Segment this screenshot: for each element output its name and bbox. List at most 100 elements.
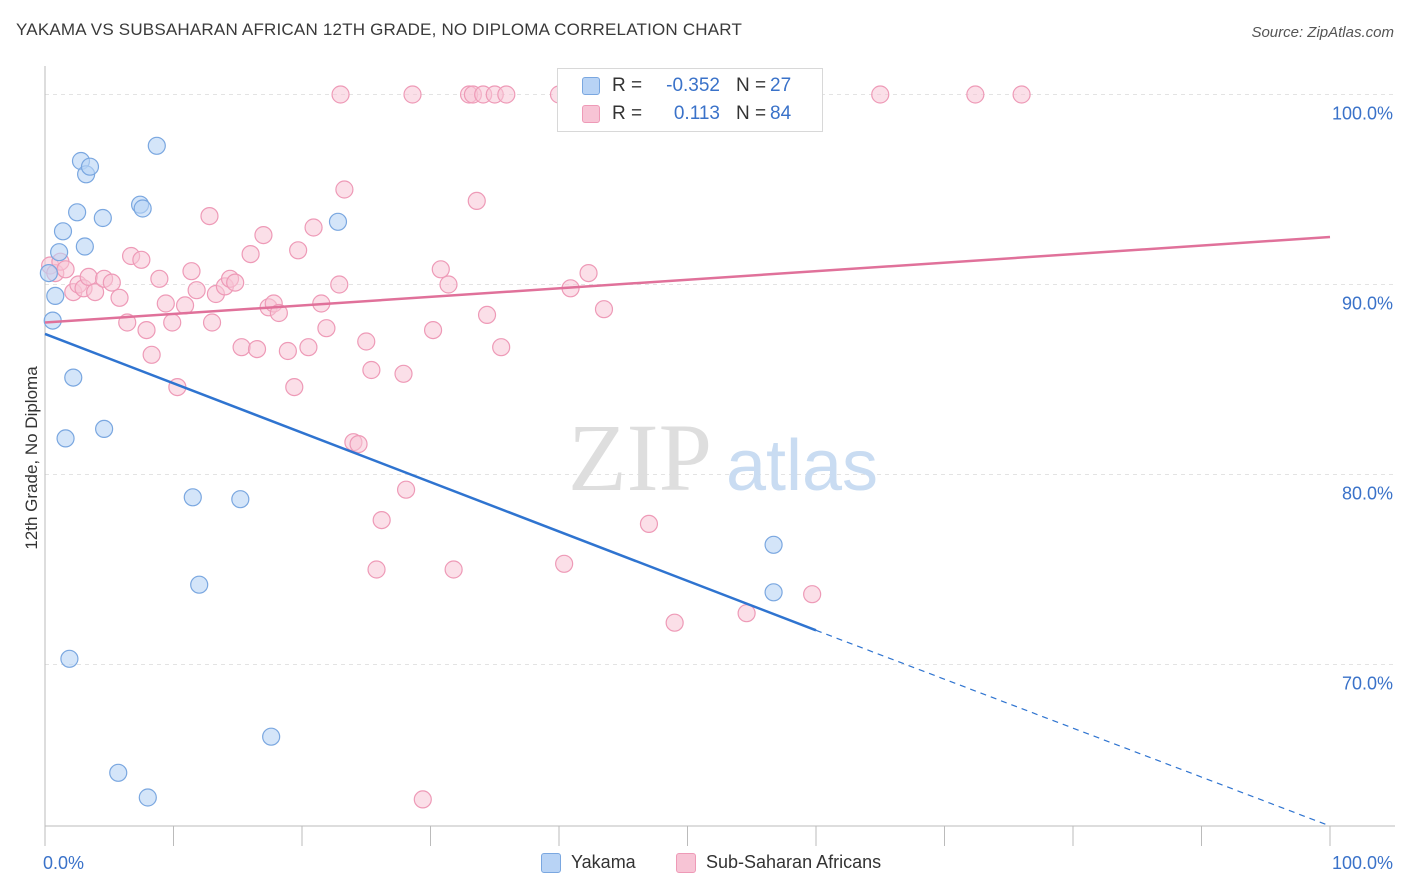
ssa-point — [247, 340, 267, 359]
yakama-point — [53, 222, 73, 241]
ssa-point — [254, 226, 273, 245]
ssa-point — [285, 378, 304, 397]
yakama-point — [46, 286, 65, 305]
ssa-point — [241, 245, 260, 264]
ssa-point — [477, 305, 497, 324]
legend-label-ssa: Sub-Saharan Africans — [706, 852, 882, 872]
ssa-points — [41, 85, 1031, 809]
ssa-point — [330, 275, 349, 294]
yakama-point — [93, 208, 112, 228]
ssa-point — [413, 790, 432, 809]
axes — [44, 66, 1395, 846]
r-value: 0.113 — [673, 103, 720, 124]
yakama-points — [39, 136, 783, 807]
ssa-point — [579, 264, 598, 283]
ssa-trend-line — [44, 235, 1331, 324]
yakama-point — [262, 727, 281, 746]
grid-lines — [45, 94, 1395, 665]
r-value: -0.352 — [666, 75, 720, 96]
series-legend: Yakama Sub-Saharan Africans — [0, 852, 1406, 878]
ssa-point — [396, 480, 416, 499]
watermark: ZIP atlas — [568, 404, 878, 511]
ssa-point — [56, 260, 75, 279]
yakama-point — [328, 212, 348, 231]
yakama-point — [764, 535, 783, 554]
ssa-point — [150, 269, 169, 288]
x-tick-label: 0.0% — [43, 853, 84, 873]
legend-item-ssa: Sub-Saharan Africans — [676, 852, 881, 873]
ssa-point — [132, 250, 151, 269]
r-label: R = — [612, 75, 643, 96]
x-tick-labels: 0.0% 100.0% — [43, 853, 1393, 873]
correlation-legend: R = -0.352 N = 27 R = 0.113 N = 84 — [557, 68, 823, 132]
ssa-point — [439, 275, 458, 294]
yakama-point — [50, 243, 69, 262]
ssa-point — [142, 345, 161, 364]
ssa-point — [226, 273, 245, 292]
ssa-point — [331, 85, 350, 104]
yakama-point — [64, 368, 83, 387]
ssa-swatch — [582, 105, 600, 123]
y-tick-label: 100.0% — [1332, 104, 1393, 124]
y-tick-label: 90.0% — [1342, 294, 1393, 314]
ssa-point — [317, 319, 336, 338]
ssa-point — [966, 85, 985, 104]
ssa-point — [349, 435, 368, 454]
ssa-point — [594, 300, 614, 319]
ssa-point — [102, 273, 121, 292]
ssa-point — [269, 303, 288, 323]
yakama-point — [109, 763, 128, 782]
ssa-point — [289, 241, 308, 260]
ssa-point — [304, 218, 323, 237]
watermark-zip: ZIP — [568, 404, 712, 511]
y-tick-labels: 70.0% 80.0% 90.0% 100.0% — [1332, 104, 1393, 694]
n-value: 27 — [770, 75, 792, 96]
yakama-trend-extension — [815, 629, 1331, 827]
ssa-point — [444, 560, 463, 579]
y-tick-label: 70.0% — [1342, 674, 1393, 694]
ssa-point — [467, 191, 486, 210]
yakama-point — [39, 264, 58, 283]
yakama-point — [231, 490, 250, 509]
ssa-point — [803, 585, 822, 604]
legend-row-yakama: R = -0.352 N = 27 — [582, 73, 791, 99]
ssa-point — [200, 207, 219, 226]
ssa-point — [871, 85, 890, 104]
y-axis-label: 12th Grade, No Diploma — [22, 366, 41, 550]
ssa-point — [202, 313, 222, 332]
ssa-point — [1012, 85, 1031, 104]
ssa-point — [423, 321, 443, 340]
chart-title: YAKAMA VS SUBSAHARAN AFRICAN 12TH GRADE,… — [16, 20, 743, 39]
ssa-point — [639, 514, 659, 534]
n-value: 84 — [770, 103, 792, 124]
ssa-point — [86, 283, 105, 302]
yakama-point — [138, 788, 157, 807]
y-tick-label: 80.0% — [1342, 484, 1393, 504]
yakama-point — [133, 199, 152, 218]
ssa-point — [232, 338, 251, 357]
yakama-trend-line — [44, 332, 817, 632]
x-tick-label: 100.0% — [1332, 853, 1393, 873]
ssa-point — [362, 360, 381, 380]
ssa-point — [492, 338, 511, 357]
ssa-point — [182, 262, 201, 281]
yakama-swatch — [582, 77, 600, 95]
yakama-swatch — [541, 852, 561, 873]
ssa-point — [137, 321, 156, 340]
ssa-point — [497, 85, 516, 104]
ssa-point — [79, 267, 98, 286]
ssa-point — [394, 364, 413, 383]
yakama-point — [68, 203, 87, 222]
yakama-point — [75, 237, 94, 256]
source-label: Source: ZipAtlas.com — [1251, 24, 1394, 41]
ssa-point — [278, 341, 297, 361]
n-label: N = — [736, 103, 767, 124]
trend-lines — [44, 235, 1331, 827]
ssa-point — [367, 560, 386, 579]
legend-item-yakama: Yakama — [541, 852, 636, 873]
yakama-point — [95, 419, 114, 438]
ssa-point — [110, 288, 129, 307]
watermark-atlas: atlas — [726, 426, 878, 506]
legend-row-ssa: R = 0.113 N = 84 — [582, 101, 791, 127]
